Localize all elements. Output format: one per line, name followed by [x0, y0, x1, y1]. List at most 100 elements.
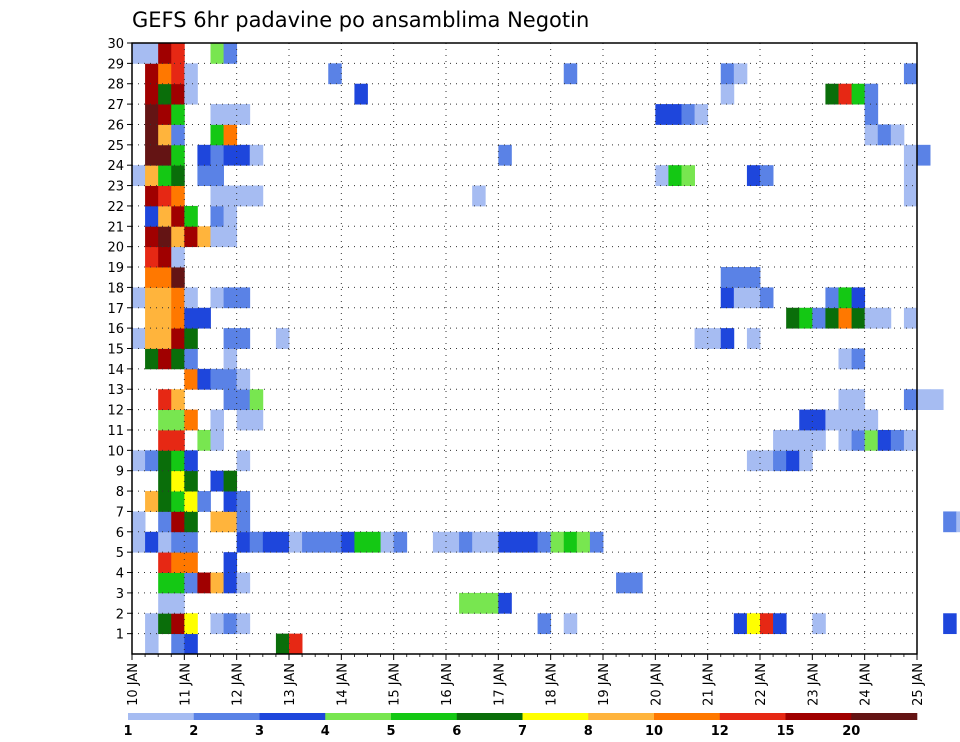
heatmap-cell	[236, 409, 251, 431]
heatmap-cell	[249, 144, 264, 166]
heatmap-cell	[145, 185, 159, 207]
heatmap-cell	[223, 613, 238, 635]
heatmap-cell	[171, 43, 185, 64]
heatmap-cell	[145, 83, 159, 105]
heatmap-cell	[171, 450, 185, 472]
heatmap-cell	[302, 531, 316, 553]
x-tick-label: 13 JAN	[283, 663, 298, 706]
heatmap-cell	[132, 511, 146, 533]
heatmap-cell	[171, 307, 185, 329]
y-tick-label: 24	[107, 159, 124, 174]
colorbar-swatch	[325, 713, 392, 720]
y-tick-label: 9	[116, 465, 124, 480]
heatmap-cell	[472, 592, 486, 614]
heatmap-cell	[171, 267, 185, 288]
heatmap-cell	[184, 450, 198, 472]
heatmap-cell	[210, 43, 224, 64]
heatmap-cell	[158, 104, 172, 125]
heatmap-cell	[171, 409, 185, 431]
heatmap-cell	[145, 613, 159, 635]
heatmap-cell	[262, 531, 277, 553]
heatmap-cell	[746, 328, 761, 349]
heatmap-cell	[171, 83, 185, 105]
heatmap-cell	[158, 165, 172, 186]
x-axis: 10 JAN 11 JAN 12 JAN 13 JAN 14 JAN 15 JAN 16 J…	[126, 654, 926, 706]
heatmap-cell	[223, 368, 238, 390]
heatmap-cell	[171, 185, 185, 207]
heatmap-cell	[746, 287, 761, 309]
heatmap-cell	[158, 531, 172, 553]
heatmap-cell	[903, 144, 918, 166]
heatmap-cell	[851, 389, 866, 410]
heatmap-cell	[903, 429, 918, 451]
heatmap-cell	[890, 429, 905, 451]
heatmap-cell	[158, 43, 172, 64]
heatmap-cell	[354, 83, 368, 105]
heatmap-cell	[158, 572, 172, 594]
heatmap-cell	[223, 511, 238, 533]
heatmap-cell	[459, 531, 473, 553]
heatmap-cell	[498, 531, 512, 553]
heatmap-cell	[145, 104, 159, 125]
y-tick-label: 29	[107, 57, 124, 72]
heatmap-cell	[275, 633, 290, 655]
y-tick-label: 7	[116, 505, 124, 520]
heatmap-cell	[668, 104, 682, 125]
heatmap-cell	[197, 226, 211, 248]
heatmap-cell	[851, 348, 866, 370]
heatmap-cell	[799, 429, 813, 451]
heatmap-cell	[537, 531, 552, 553]
heatmap-cell	[485, 592, 499, 614]
heatmap-cell	[223, 226, 238, 248]
heatmap-cell	[236, 368, 251, 390]
heatmap-cell	[851, 307, 866, 329]
heatmap-cell	[158, 63, 172, 85]
heatmap-cell	[210, 226, 224, 248]
colorbar-label: 7	[518, 724, 527, 739]
colorbar-label: 3	[255, 724, 264, 739]
heatmap-cell	[589, 531, 604, 553]
heatmap-cell	[838, 287, 852, 309]
x-tick-label: 25 JAN	[911, 663, 926, 706]
heatmap-cell	[145, 267, 159, 288]
heatmap-cell	[210, 470, 224, 492]
heatmap-cell	[145, 491, 159, 512]
heatmap-cell	[472, 185, 486, 207]
heatmap-cell	[720, 83, 735, 105]
x-tick-label: 18 JAN	[545, 663, 560, 706]
heatmap-cell	[877, 307, 892, 329]
y-tick-label: 23	[107, 180, 124, 195]
heatmap-cell	[550, 531, 565, 553]
y-tick-label: 18	[107, 281, 124, 296]
heatmap-cell	[903, 185, 918, 207]
heatmap-cell	[184, 531, 198, 553]
heatmap-cell	[184, 307, 198, 329]
y-tick-label: 19	[107, 261, 124, 276]
heatmap-cell	[171, 389, 185, 410]
heatmap-cell	[158, 592, 172, 614]
colorbar-swatch	[719, 713, 786, 720]
heatmap-cell	[341, 531, 355, 553]
heatmap-cell	[760, 450, 774, 472]
heatmap-cell	[720, 287, 735, 309]
heatmap-cell	[184, 613, 198, 635]
heatmap-cell	[132, 287, 146, 309]
colorbar-swatch	[193, 713, 260, 720]
heatmap-cell	[184, 287, 198, 309]
heatmap-cell	[158, 348, 172, 370]
colorbar-swatch	[456, 713, 523, 720]
heatmap-cell	[223, 348, 238, 370]
y-tick-label: 11	[107, 424, 124, 439]
heatmap-cell	[158, 552, 172, 573]
heatmap-cell	[236, 185, 251, 207]
heatmap-cell	[184, 348, 198, 370]
heatmap-cell	[629, 572, 643, 594]
heatmap-cell	[145, 348, 159, 370]
heatmap-cell	[864, 429, 879, 451]
heatmap-cell	[773, 429, 787, 451]
heatmap-cell	[197, 144, 211, 166]
heatmap-cell	[184, 409, 198, 431]
heatmap-cell	[498, 592, 512, 614]
heatmap-cell	[760, 287, 774, 309]
